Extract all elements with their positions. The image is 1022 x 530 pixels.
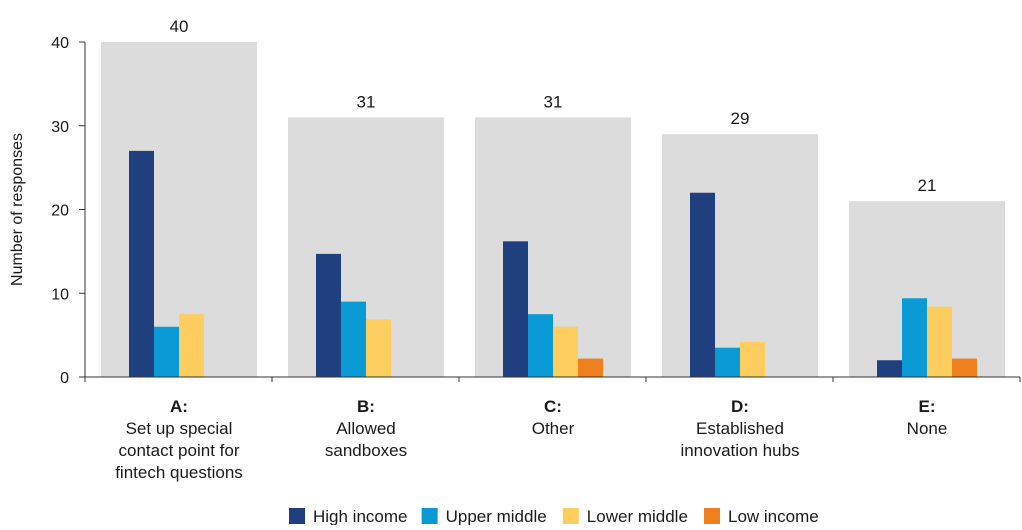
- bar-upper-middle: [715, 347, 740, 377]
- y-tick-label: 0: [60, 370, 69, 387]
- y-tick-label: 10: [51, 286, 69, 303]
- bar-high-income: [690, 192, 715, 377]
- bar-upper-middle: [528, 314, 553, 377]
- total-label: 31: [544, 92, 563, 111]
- legend-swatch: [704, 508, 720, 524]
- bar-lower-middle: [179, 314, 204, 377]
- category-letter: E:: [919, 397, 936, 416]
- legend-swatch: [562, 508, 579, 524]
- total-label: 21: [918, 176, 937, 195]
- legend-label: Lower middle: [587, 507, 688, 525]
- bar-high-income: [503, 241, 528, 377]
- total-bar: [662, 134, 818, 377]
- legend-label: Upper middle: [446, 507, 547, 525]
- y-tick-label: 20: [51, 203, 69, 220]
- bar-high-income: [316, 253, 341, 377]
- bar-lower-middle: [366, 319, 391, 377]
- legend-label: High income: [313, 507, 408, 525]
- legend-swatch: [421, 508, 438, 524]
- y-tick-label: 40: [51, 35, 69, 52]
- bar-upper-middle: [154, 326, 179, 377]
- category-label: Established: [696, 419, 784, 438]
- category-label: sandboxes: [325, 441, 407, 460]
- category-letter: C:: [544, 397, 562, 416]
- bar-high-income: [129, 150, 154, 377]
- category-letter: A:: [170, 397, 188, 416]
- category-label: None: [907, 419, 948, 438]
- total-label: 29: [731, 109, 750, 128]
- category-label: Other: [532, 419, 575, 438]
- bar-low-income: [578, 358, 603, 377]
- bar-upper-middle: [902, 298, 927, 377]
- category-letter: D:: [731, 397, 749, 416]
- category-label: contact point for: [119, 441, 240, 460]
- bar-upper-middle: [341, 301, 366, 377]
- bar-low-income: [952, 358, 977, 377]
- category-letter: B:: [357, 397, 375, 416]
- y-axis-title: Number of responses: [9, 133, 26, 286]
- category-label: Set up special: [126, 419, 233, 438]
- category-label: fintech questions: [115, 463, 243, 482]
- bar-lower-middle: [927, 306, 952, 377]
- category-label: Allowed: [336, 419, 396, 438]
- total-label: 31: [357, 92, 376, 111]
- bar-high-income: [877, 360, 902, 377]
- total-label: 40: [170, 17, 189, 36]
- legend-swatch: [289, 508, 305, 524]
- legend-label: Low income: [728, 507, 819, 525]
- bar-lower-middle: [740, 341, 765, 377]
- y-tick-label: 30: [51, 119, 69, 136]
- category-label: innovation hubs: [680, 441, 799, 460]
- bar-lower-middle: [553, 326, 578, 377]
